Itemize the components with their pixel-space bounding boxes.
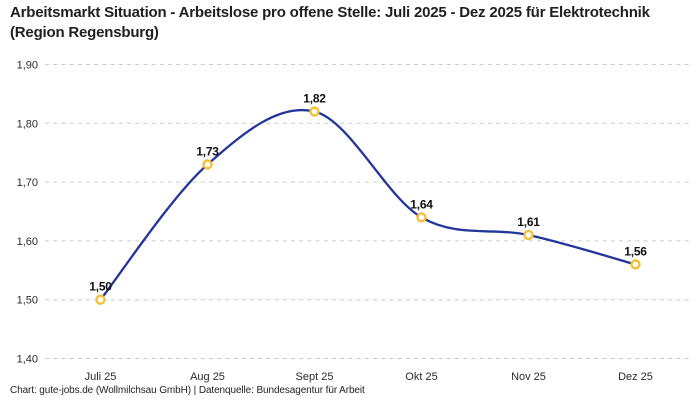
data-point-marker[interactable] bbox=[202, 159, 213, 170]
data-point-label: 1,50 bbox=[89, 280, 112, 294]
data-point-marker[interactable] bbox=[95, 294, 106, 305]
y-axis-tick-label: 1,40 bbox=[17, 354, 38, 366]
data-point-label: 1,61 bbox=[517, 215, 540, 229]
data-point-label: 1,82 bbox=[303, 92, 326, 106]
x-axis-tick-label: Okt 25 bbox=[405, 371, 437, 383]
chart-title: Arbeitsmarkt Situation - Arbeitslose pro… bbox=[10, 4, 650, 41]
data-point-marker[interactable] bbox=[416, 212, 427, 223]
x-axis-tick-label: Aug 25 bbox=[190, 371, 225, 383]
line-chart-area: 1,90 1,80 1,70 1,60 1,50 1,40 Juli 25 Aug 25 Sep… bbox=[0, 50, 700, 385]
data-series-line bbox=[99, 108, 637, 301]
data-point-marker[interactable] bbox=[523, 229, 534, 241]
y-axis-tick-label: 1,50 bbox=[17, 295, 38, 307]
y-axis-tick-label: 1,90 bbox=[17, 60, 38, 72]
y-axis-tick-label: 1,80 bbox=[17, 118, 38, 130]
y-axis-tick-label: 1,70 bbox=[17, 177, 38, 189]
data-point-label: 1,73 bbox=[196, 144, 219, 158]
x-axis-tick-label: Nov 25 bbox=[511, 371, 546, 383]
data-point-marker[interactable] bbox=[309, 106, 320, 117]
y-axis-tick-label: 1,60 bbox=[17, 236, 38, 248]
data-point-marker[interactable] bbox=[630, 259, 641, 270]
data-point-label: 1,56 bbox=[624, 244, 647, 258]
x-axis-tick-label: Dez 25 bbox=[618, 371, 653, 383]
chart-credit: Chart: gute-jobs.de (Wollmilchsau GmbH) … bbox=[10, 385, 365, 396]
data-point-label: 1,64 bbox=[410, 197, 433, 211]
x-axis-tick-label: Juli 25 bbox=[85, 371, 117, 383]
line-chart-svg: 1,90 1,80 1,70 1,60 1,50 1,40 Juli 25 Aug 25 Sep… bbox=[17, 60, 690, 383]
x-axis-tick-label: Sept 25 bbox=[296, 371, 334, 383]
